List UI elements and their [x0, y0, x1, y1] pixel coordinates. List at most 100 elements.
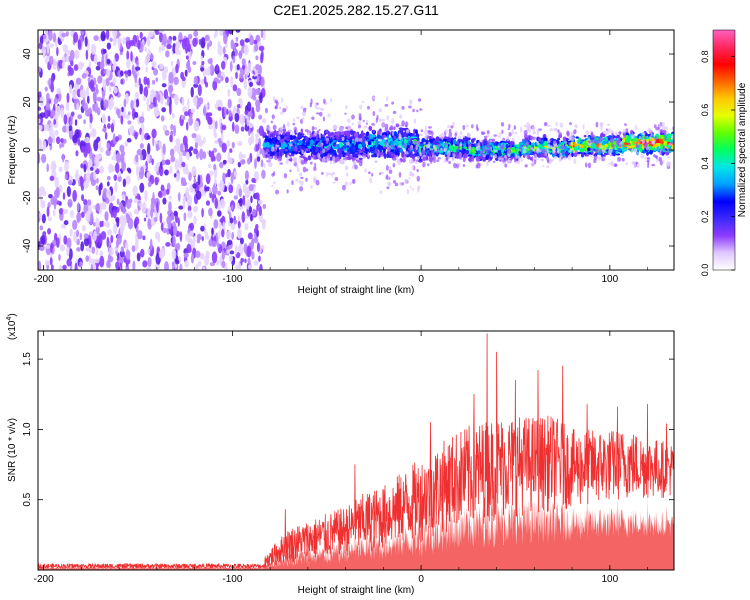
heat-cell — [73, 64, 79, 72]
heat-cell — [298, 172, 303, 177]
heat-cell — [351, 114, 355, 120]
heat-cell — [162, 143, 166, 155]
heat-cell — [535, 158, 539, 161]
heat-cell — [506, 135, 510, 142]
heat-cell — [508, 123, 511, 129]
heat-cell — [591, 149, 594, 156]
heat-cell — [516, 148, 519, 153]
heat-cell — [204, 255, 210, 267]
heat-cell — [173, 210, 178, 217]
heat-cell — [386, 96, 389, 102]
heat-cell — [190, 86, 194, 98]
spectrogram-y-label: Frequency (Hz) — [7, 116, 18, 185]
heat-cell — [171, 248, 177, 260]
heat-cell — [479, 150, 484, 156]
heat-cell — [609, 137, 614, 144]
heat-cell — [352, 178, 356, 185]
heat-cell — [585, 153, 589, 157]
heat-cell — [440, 147, 443, 152]
heat-cell — [335, 131, 340, 137]
heat-cell — [54, 176, 60, 189]
heat-cell — [369, 177, 373, 184]
heat-cell — [282, 132, 286, 136]
heat-cell — [627, 148, 632, 151]
heat-cell — [152, 96, 157, 107]
heat-cell — [207, 116, 212, 125]
heat-cell — [118, 201, 123, 210]
heat-cell — [475, 143, 479, 147]
heat-cell — [181, 161, 186, 168]
heat-cell — [365, 122, 368, 125]
heat-cell — [155, 111, 161, 116]
heat-cell — [427, 144, 431, 148]
heat-cell — [396, 155, 399, 162]
heat-cell — [315, 138, 319, 141]
heat-cell — [275, 144, 280, 148]
heat-cell — [641, 138, 645, 144]
heat-cell — [292, 146, 296, 152]
heat-cell — [162, 33, 167, 46]
heat-cell — [611, 143, 615, 148]
heat-cell — [231, 141, 235, 149]
spectrogram-heatmap — [38, 30, 674, 270]
heat-cell — [621, 157, 625, 162]
heat-cell — [451, 155, 455, 161]
heat-cell — [179, 263, 183, 270]
heat-cell — [110, 122, 115, 133]
heat-cell — [564, 141, 568, 144]
heat-cell — [201, 207, 204, 218]
heat-cell — [165, 188, 170, 195]
heat-cell — [490, 154, 493, 158]
heat-cell — [133, 98, 137, 110]
heat-cell — [155, 77, 159, 83]
heat-cell — [187, 43, 191, 53]
heat-cell — [497, 149, 502, 154]
heat-cell — [287, 129, 292, 132]
heat-cell — [546, 140, 551, 144]
heat-cell — [445, 156, 448, 162]
heat-cell — [301, 146, 305, 151]
heat-cell — [456, 139, 459, 145]
heat-cell — [403, 143, 407, 149]
heat-cell — [96, 96, 102, 102]
heat-cell — [636, 151, 639, 155]
heat-cell — [468, 143, 472, 147]
heat-cell — [222, 172, 226, 183]
heat-cell — [358, 148, 362, 154]
heat-cell — [408, 137, 412, 143]
heat-cell — [456, 154, 459, 160]
heat-cell — [593, 139, 597, 144]
heat-cell — [406, 188, 409, 195]
heat-cell — [110, 235, 114, 244]
heat-cell — [50, 160, 57, 173]
heat-cell — [212, 119, 216, 127]
heat-cell — [104, 132, 108, 140]
heat-cell — [193, 30, 199, 37]
heat-cell — [395, 138, 399, 141]
heat-cell — [423, 141, 426, 145]
heat-cell — [323, 153, 328, 157]
heat-cell — [604, 152, 609, 156]
heat-cell — [511, 137, 515, 142]
heat-cell — [478, 155, 484, 160]
heat-cell — [244, 170, 249, 181]
heat-cell — [135, 98, 140, 108]
heat-cell — [240, 257, 245, 263]
heat-cell — [357, 154, 362, 157]
heat-cell — [237, 261, 242, 270]
heat-cell — [429, 157, 434, 162]
heat-cell — [466, 132, 470, 136]
heat-cell — [187, 33, 193, 40]
heat-cell — [243, 44, 249, 56]
heat-cell — [322, 148, 326, 153]
heat-cell — [430, 130, 433, 133]
heat-cell — [126, 138, 132, 143]
heat-cell — [295, 129, 299, 134]
heat-cell — [228, 116, 233, 121]
heat-cell — [181, 96, 185, 107]
heat-cell — [314, 131, 317, 137]
heat-cell — [475, 145, 480, 151]
heat-cell — [250, 213, 253, 222]
heat-cell — [340, 131, 345, 135]
heat-cell — [454, 132, 457, 138]
